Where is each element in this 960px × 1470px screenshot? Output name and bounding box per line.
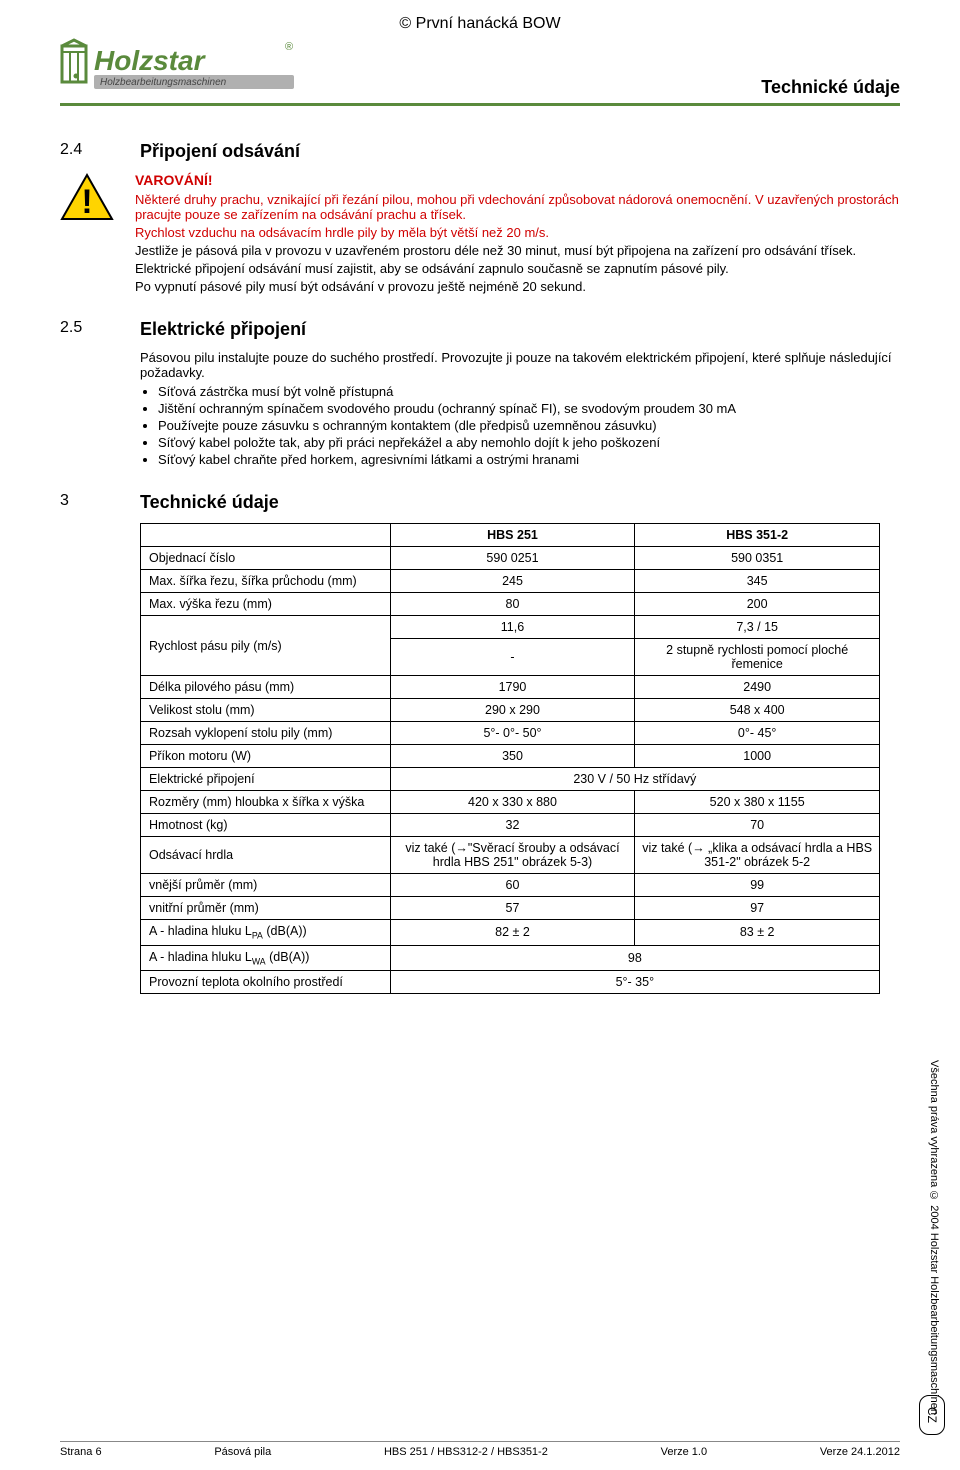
table-row: Rozměry (mm) hloubka x šířka x výška420 …	[141, 791, 880, 814]
footer-page: Strana 6	[60, 1446, 102, 1458]
warning-text-1: Některé druhy prachu, vznikající při řez…	[135, 192, 900, 222]
table-row: A - hladina hluku LPA (dB(A))82 ± 283 ± …	[141, 920, 880, 946]
table-row: Provozní teplota okolního prostředí5°- 3…	[141, 971, 880, 994]
table-header-row: HBS 251 HBS 351-2	[141, 524, 880, 547]
warning-heading: VAROVÁNÍ!	[135, 172, 900, 188]
logo-text: Holzstar	[94, 45, 207, 76]
footer-model: HBS 251 / HBS312-2 / HBS351-2	[384, 1446, 548, 1458]
holzstar-logo-icon: Holzstar ® Holzbearbeitungsmaschinen	[60, 38, 300, 98]
table-row: vnitřní průměr (mm)5797	[141, 897, 880, 920]
table-row: Odsávací hrdlaviz také (→"Svěrací šrouby…	[141, 837, 880, 874]
table-header: HBS 251	[390, 524, 635, 547]
section-number: 2.4	[60, 141, 110, 162]
list-item: Síťový kabel položte tak, aby při práci …	[158, 435, 900, 450]
section-title: Připojení odsávání	[140, 141, 900, 162]
warning-icon: !	[60, 172, 115, 294]
svg-text:!: !	[81, 183, 92, 221]
section-2-5-intro: Pásovou pilu instalujte pouze do suchého…	[140, 350, 900, 380]
section-title: Technické údaje	[140, 492, 900, 513]
section-3-heading: 3 Technické údaje	[60, 492, 900, 513]
logo: Holzstar ® Holzbearbeitungsmaschinen	[60, 38, 300, 98]
page-header: Holzstar ® Holzbearbeitungsmaschinen Tec…	[60, 38, 900, 106]
list-item: Síťová zástrčka musí být volně přístupná	[158, 384, 900, 399]
table-row: A - hladina hluku LWA (dB(A))98	[141, 945, 880, 971]
list-item: Jištění ochranným spínačem svodového pro…	[158, 401, 900, 416]
section-number: 3	[60, 492, 110, 513]
page-footer: Strana 6 Pásová pila HBS 251 / HBS312-2 …	[60, 1441, 900, 1458]
table-row: Příkon motoru (W)3501000	[141, 745, 880, 768]
section-title: Elektrické připojení	[140, 319, 900, 340]
table-row: Velikost stolu (mm)290 x 290548 x 400	[141, 699, 880, 722]
table-row: Rozsah vyklopení stolu pily (mm)5°- 0°- …	[141, 722, 880, 745]
list-item: Používejte pouze zásuvku s ochranným kon…	[158, 418, 900, 433]
table-header: HBS 351-2	[635, 524, 880, 547]
copyright-line: © První hanácká BOW	[60, 15, 900, 33]
table-row: Rychlost pásu pily (m/s)11,67,3 / 15	[141, 616, 880, 639]
warning-text-3: Jestliže je pásová pila v provozu v uzav…	[135, 243, 900, 258]
footer-product: Pásová pila	[214, 1446, 271, 1458]
table-row: Objednací číslo590 0251590 0351	[141, 547, 880, 570]
table-row: Max. výška řezu (mm)80200	[141, 593, 880, 616]
list-item: Síťový kabel chraňte před horkem, agresi…	[158, 452, 900, 467]
side-copyright: Všechna práva vyhrazena © 2004 Holzstar …	[928, 1060, 940, 1415]
section-2-5-body: Pásovou pilu instalujte pouze do suchého…	[140, 350, 900, 467]
footer-version: Verze 1.0	[661, 1446, 707, 1458]
cz-badge: CZ	[919, 1395, 945, 1435]
table-row: Hmotnost (kg)3270	[141, 814, 880, 837]
table-row: Max. šířka řezu, šířka průchodu (mm)2453…	[141, 570, 880, 593]
footer-date: Verze 24.1.2012	[820, 1446, 900, 1458]
warning-text-4: Elektrické připojení odsávání musí zajis…	[135, 261, 900, 276]
section-number: 2.5	[60, 319, 110, 340]
warning-block: ! VAROVÁNÍ! Některé druhy prachu, vznika…	[60, 172, 900, 294]
table-row: Délka pilového pásu (mm)17902490	[141, 676, 880, 699]
table-header	[141, 524, 391, 547]
table-row: vnější průměr (mm)6099	[141, 874, 880, 897]
page-title: Technické údaje	[761, 77, 900, 98]
technical-data-table: HBS 251 HBS 351-2 Objednací číslo590 025…	[140, 523, 880, 994]
requirements-list: Síťová zástrčka musí být volně přístupná…	[140, 384, 900, 467]
section-2-5-heading: 2.5 Elektrické připojení	[60, 319, 900, 340]
warning-text-2: Rychlost vzduchu na odsávacím hrdle pily…	[135, 225, 900, 240]
svg-text:®: ®	[285, 41, 293, 53]
svg-text:Holzbearbeitungsmaschinen: Holzbearbeitungsmaschinen	[100, 77, 227, 88]
table-row: Elektrické připojení230 V / 50 Hz střída…	[141, 768, 880, 791]
warning-text-5: Po vypnutí pásové pily musí být odsávání…	[135, 279, 900, 294]
section-2-4-heading: 2.4 Připojení odsávání	[60, 141, 900, 162]
